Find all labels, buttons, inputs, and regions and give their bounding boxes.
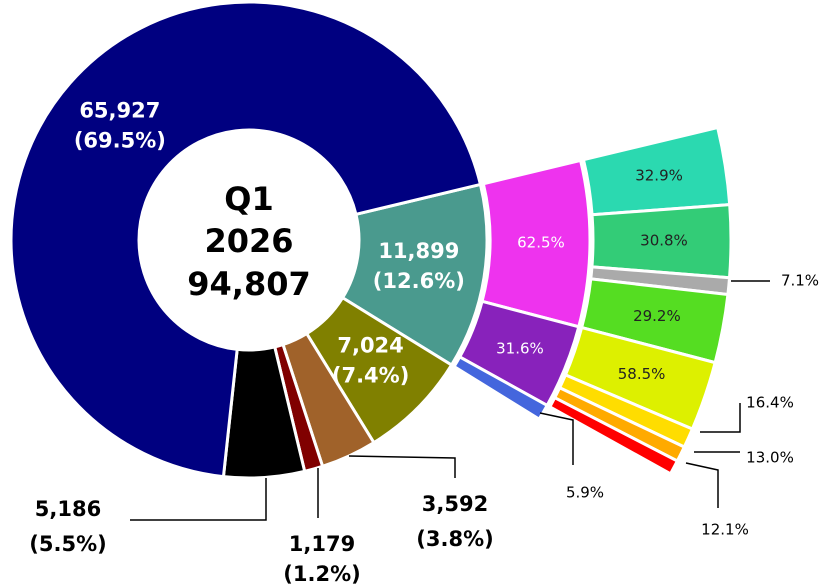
leader-line — [348, 455, 456, 478]
data-label: 62.5% — [517, 234, 565, 252]
data-label: 65,927 — [79, 98, 160, 122]
data-label: 5.9% — [566, 484, 604, 502]
data-label: 3,592 — [422, 492, 488, 516]
center-total: 94,807 — [187, 265, 310, 303]
data-label: (3.8%) — [416, 527, 493, 551]
leader-line — [700, 403, 741, 433]
data-label: 5,186 — [35, 497, 101, 521]
center-line: 2026 — [204, 222, 293, 260]
segment — [452, 354, 550, 422]
data-label: 31.6% — [496, 339, 544, 357]
data-label: (5.5%) — [29, 532, 106, 556]
data-label: (7.4%) — [332, 364, 409, 388]
segment — [9, 0, 483, 479]
segment — [547, 395, 680, 476]
data-label: 7.1% — [781, 272, 819, 290]
data-label: 1,179 — [289, 532, 355, 556]
data-label: (1.2%) — [283, 562, 360, 584]
data-label: 11,899 — [378, 239, 459, 263]
data-label: 7,024 — [337, 334, 403, 358]
leader-line — [130, 478, 267, 521]
center-line: Q1 — [224, 180, 273, 218]
data-label: 13.0% — [746, 449, 794, 467]
data-label: 58.5% — [618, 365, 666, 383]
data-label: (12.6%) — [373, 269, 465, 293]
data-label: 30.8% — [640, 232, 688, 250]
data-label: (69.5%) — [74, 128, 166, 152]
leader-line — [539, 412, 574, 465]
data-label: 32.9% — [635, 167, 683, 185]
data-label: 29.2% — [633, 307, 681, 325]
data-label: 12.1% — [701, 521, 749, 539]
leader-line — [685, 462, 719, 508]
data-label: 16.4% — [746, 394, 794, 412]
